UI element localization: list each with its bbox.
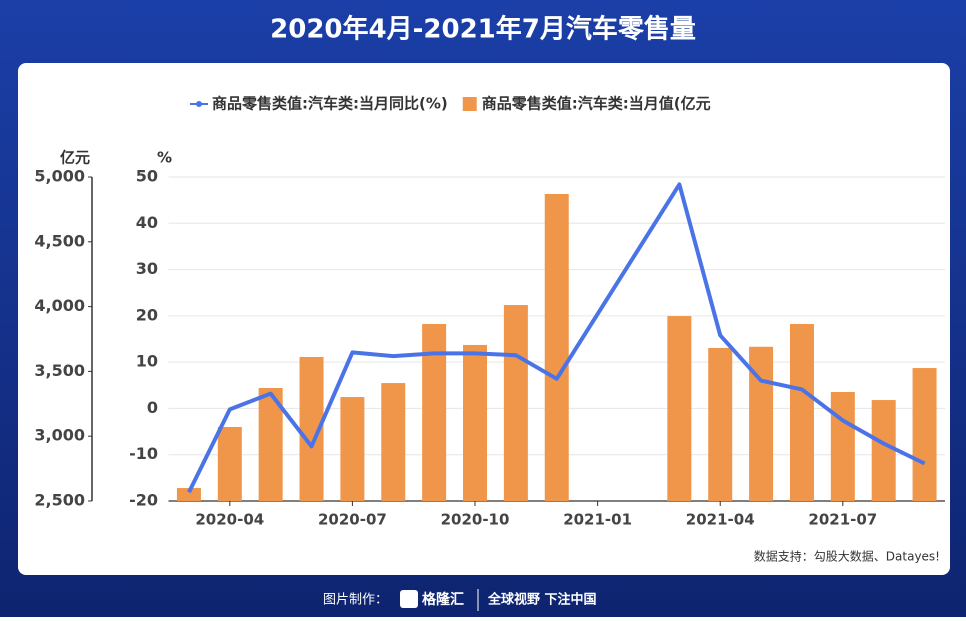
- bar: [176, 488, 201, 501]
- y-tick-label: 5,000: [34, 167, 85, 186]
- bar: [871, 400, 896, 501]
- y2-tick-label: 40: [136, 213, 158, 232]
- chart-title: 2020年4月-2021年7月汽车零售量: [270, 14, 696, 45]
- footer-slogan: 全球视野 下注中国: [487, 592, 597, 608]
- source: 数据支持：勾股大数据、Datayes!: [754, 549, 940, 564]
- y2-tick-label: 50: [136, 167, 158, 186]
- bar: [830, 392, 855, 501]
- y2-tick-label: -20: [129, 491, 158, 510]
- x-tick-label: 2020-04: [195, 511, 264, 529]
- x-tick-label: 2021-01: [563, 511, 632, 529]
- y2-tick-label: 30: [136, 259, 158, 278]
- footer-made-by: 图片制作：: [323, 593, 388, 608]
- bar: [217, 426, 242, 501]
- bar: [463, 344, 488, 501]
- bar: [708, 347, 733, 501]
- y2-tick-label: 20: [136, 305, 158, 324]
- x-tick-label: 2021-04: [686, 511, 755, 529]
- y2-tick-label: 10: [136, 352, 158, 371]
- bar: [422, 323, 447, 501]
- y-tick-label: 3,500: [34, 361, 85, 380]
- bar: [912, 368, 937, 501]
- line: [187, 182, 926, 494]
- y2-tick-label: 0: [147, 398, 158, 417]
- x-tick-label: 2021-07: [808, 511, 877, 529]
- y-tick-label: 4,500: [34, 231, 85, 250]
- y-tick-label: 2,500: [34, 491, 85, 510]
- x-tick-label: 2020-07: [318, 511, 387, 529]
- bar: [667, 316, 692, 501]
- bar: [340, 397, 365, 501]
- logo-icon: [400, 590, 418, 608]
- bar: [503, 305, 528, 501]
- y2-tick-label: -10: [129, 444, 158, 463]
- legend-label: 商品零售类值:汽车类:当月同比(%): [212, 95, 448, 113]
- y-tick-label: 3,000: [34, 426, 85, 445]
- bar: [789, 323, 814, 501]
- y-unit: 亿元: [60, 149, 90, 167]
- x-tick-label: 2020-10: [441, 511, 510, 529]
- legend-dot: [196, 101, 202, 107]
- legend-label: 商品零售类值:汽车类:当月值(亿元: [482, 95, 711, 113]
- footer-brand: 格隆汇: [422, 591, 464, 608]
- bar: [544, 193, 569, 501]
- y2-unit: %: [157, 149, 172, 167]
- legend-swatch: [462, 97, 477, 111]
- y-tick-label: 4,000: [34, 296, 85, 315]
- bar: [381, 383, 406, 501]
